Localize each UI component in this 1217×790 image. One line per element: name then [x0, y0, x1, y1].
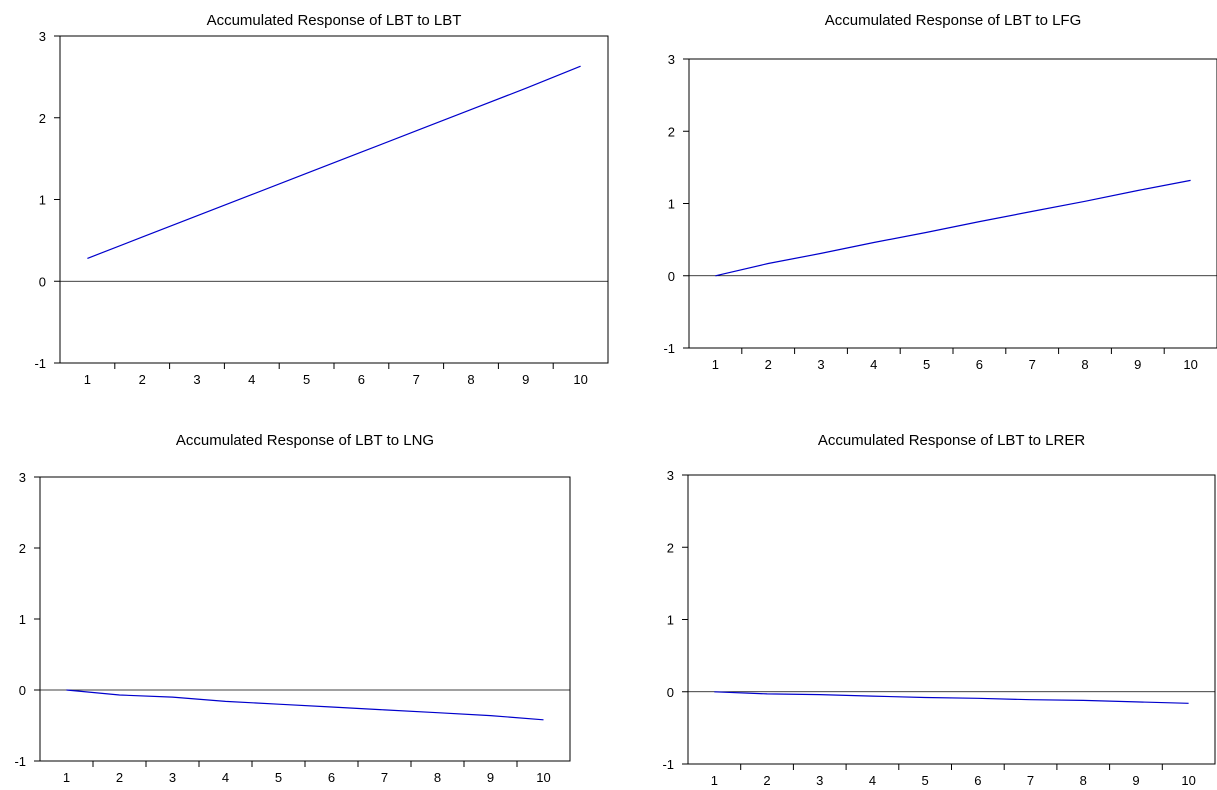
chart-svg-lbt-lng: Accumulated Response of LBT to LNG -1 0 1 2 3… [14, 432, 571, 785]
response-line-lbt-lfg [715, 179, 1191, 277]
chart-title-lbt-lfg: Accumulated Response of LBT to LFG [825, 12, 1082, 29]
y-tick-label-lbt-lng: -1 [14, 754, 26, 769]
x-tick-label-lbt-lrer: 5 [922, 773, 929, 788]
x-tick-label-lbt-lrer: 1 [711, 773, 718, 788]
chart-svg-lbt-lbt: Accumulated Response of LBT to LBT -1 0 1 2 3… [34, 12, 609, 387]
y-tick-label-lbt-lbt: -1 [34, 356, 46, 371]
y-tick-label-lbt-lfg: -1 [663, 341, 675, 356]
chart-panel-lbt-lfg: Accumulated Response of LBT to LFG -1 0 1 2 3… [608, 0, 1217, 395]
y-tick-label-lbt-lrer: 0 [667, 685, 674, 700]
x-tick-label-lbt-lbt: 6 [358, 372, 365, 387]
x-tick-label-lbt-lng: 10 [536, 770, 550, 785]
x-tick-label-lbt-lbt: 10 [573, 372, 587, 387]
y-tick-label-lbt-lbt: 1 [39, 193, 46, 208]
y-tick-label-lbt-lfg: 1 [668, 197, 675, 212]
plot-frame-lbt-lng [39, 476, 571, 762]
x-tick-label-lbt-lbt: 4 [248, 372, 255, 387]
response-line-lbt-lng [66, 689, 544, 721]
y-tick-label-lbt-lfg: 0 [668, 269, 675, 284]
x-tick-label-lbt-lfg: 3 [817, 357, 824, 372]
chart-title-lbt-lrer: Accumulated Response of LBT to LRER [818, 432, 1086, 449]
x-tick-label-lbt-lfg: 5 [923, 357, 930, 372]
x-tick-label-lbt-lrer: 10 [1181, 773, 1195, 788]
x-tick-label-lbt-lbt: 8 [467, 372, 474, 387]
x-tick-label-lbt-lrer: 8 [1080, 773, 1087, 788]
chart-title-lbt-lng: Accumulated Response of LBT to LNG [176, 432, 434, 449]
x-tick-label-lbt-lng: 9 [487, 770, 494, 785]
x-tick-label-lbt-lbt: 5 [303, 372, 310, 387]
y-tick-label-lbt-lng: 0 [19, 683, 26, 698]
y-tick-label-lbt-lng: 1 [19, 612, 26, 627]
x-tick-label-lbt-lng: 1 [63, 770, 70, 785]
chart-svg-lbt-lrer: Accumulated Response of LBT to LRER -1 0 1 2… [662, 432, 1216, 788]
x-tick-label-lbt-lfg: 2 [765, 357, 772, 372]
x-tick-label-lbt-lrer: 2 [763, 773, 770, 788]
x-tick-label-lbt-lfg: 8 [1081, 357, 1088, 372]
plot-frame-lbt-lfg [688, 58, 1217, 349]
y-tick-label-lbt-lrer: -1 [662, 757, 674, 772]
y-tick-label-lbt-lrer: 1 [667, 613, 674, 628]
y-tick-label-lbt-lrer: 2 [667, 540, 674, 555]
y-tick-label-lbt-lng: 2 [19, 541, 26, 556]
x-tick-label-lbt-lng: 2 [116, 770, 123, 785]
chart-title-lbt-lbt: Accumulated Response of LBT to LBT [207, 12, 462, 29]
x-tick-label-lbt-lng: 5 [275, 770, 282, 785]
x-tick-label-lbt-lfg: 1 [712, 357, 719, 372]
y-tick-label-lbt-lng: 3 [19, 470, 26, 485]
plot-frame-lbt-lbt [59, 35, 609, 364]
x-tick-label-lbt-lbt: 3 [193, 372, 200, 387]
response-line-lbt-lrer [714, 691, 1189, 704]
y-tick-label-lbt-lbt: 3 [39, 29, 46, 44]
x-tick-label-lbt-lbt: 2 [139, 372, 146, 387]
x-tick-label-lbt-lrer: 7 [1027, 773, 1034, 788]
x-tick-label-lbt-lng: 6 [328, 770, 335, 785]
x-tick-label-lbt-lfg: 7 [1029, 357, 1036, 372]
y-tick-label-lbt-lbt: 0 [39, 274, 46, 289]
x-tick-label-lbt-lng: 4 [222, 770, 229, 785]
x-tick-label-lbt-lfg: 10 [1183, 357, 1197, 372]
chart-panel-lbt-lng: Accumulated Response of LBT to LNG -1 0 1 2 3… [0, 395, 608, 790]
x-tick-label-lbt-lng: 3 [169, 770, 176, 785]
y-tick-label-lbt-lrer: 3 [667, 468, 674, 483]
x-tick-label-lbt-lng: 7 [381, 770, 388, 785]
x-tick-label-lbt-lbt: 1 [84, 372, 91, 387]
x-tick-label-lbt-lfg: 6 [976, 357, 983, 372]
x-tick-label-lbt-lng: 8 [434, 770, 441, 785]
x-tick-label-lbt-lrer: 3 [816, 773, 823, 788]
y-tick-label-lbt-lfg: 3 [668, 52, 675, 67]
plot-frame-lbt-lrer [687, 474, 1216, 765]
y-tick-label-lbt-lfg: 2 [668, 124, 675, 139]
chart-panel-lbt-lrer: Accumulated Response of LBT to LRER -1 0 1 2… [608, 395, 1217, 790]
x-tick-label-lbt-lfg: 9 [1134, 357, 1141, 372]
x-tick-label-lbt-lrer: 6 [974, 773, 981, 788]
x-tick-label-lbt-lbt: 9 [522, 372, 529, 387]
x-tick-label-lbt-lrer: 4 [869, 773, 876, 788]
chart-panel-lbt-lbt: Accumulated Response of LBT to LBT -1 0 1 2 3… [0, 0, 609, 395]
x-tick-label-lbt-lfg: 4 [870, 357, 877, 372]
x-tick-label-lbt-lrer: 9 [1132, 773, 1139, 788]
response-line-lbt-lbt [87, 65, 581, 259]
y-tick-label-lbt-lbt: 2 [39, 111, 46, 126]
chart-svg-lbt-lfg: Accumulated Response of LBT to LFG -1 0 1 2 3… [663, 12, 1217, 372]
x-tick-label-lbt-lbt: 7 [413, 372, 420, 387]
